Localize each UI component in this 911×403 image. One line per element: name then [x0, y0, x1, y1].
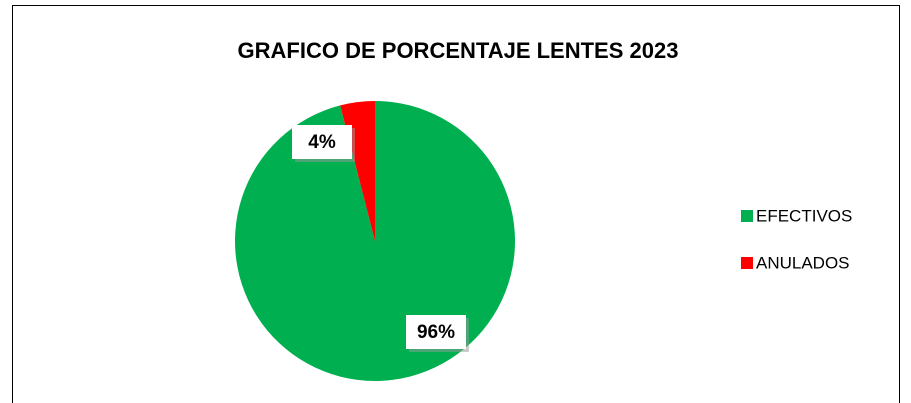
data-label: 4% — [308, 132, 336, 153]
legend-swatch — [741, 257, 753, 269]
data-label-box — [406, 315, 466, 349]
legend-swatch — [741, 210, 753, 222]
data-label: 96% — [417, 322, 455, 343]
legend-label: ANULADOS — [756, 253, 850, 272]
pie-slice — [234, 101, 515, 382]
data-label-box — [292, 125, 352, 159]
legend-label: EFECTIVOS — [756, 206, 852, 225]
chart-title: GRAFICO DE PORCENTAJE LENTES 2023 — [238, 38, 679, 63]
